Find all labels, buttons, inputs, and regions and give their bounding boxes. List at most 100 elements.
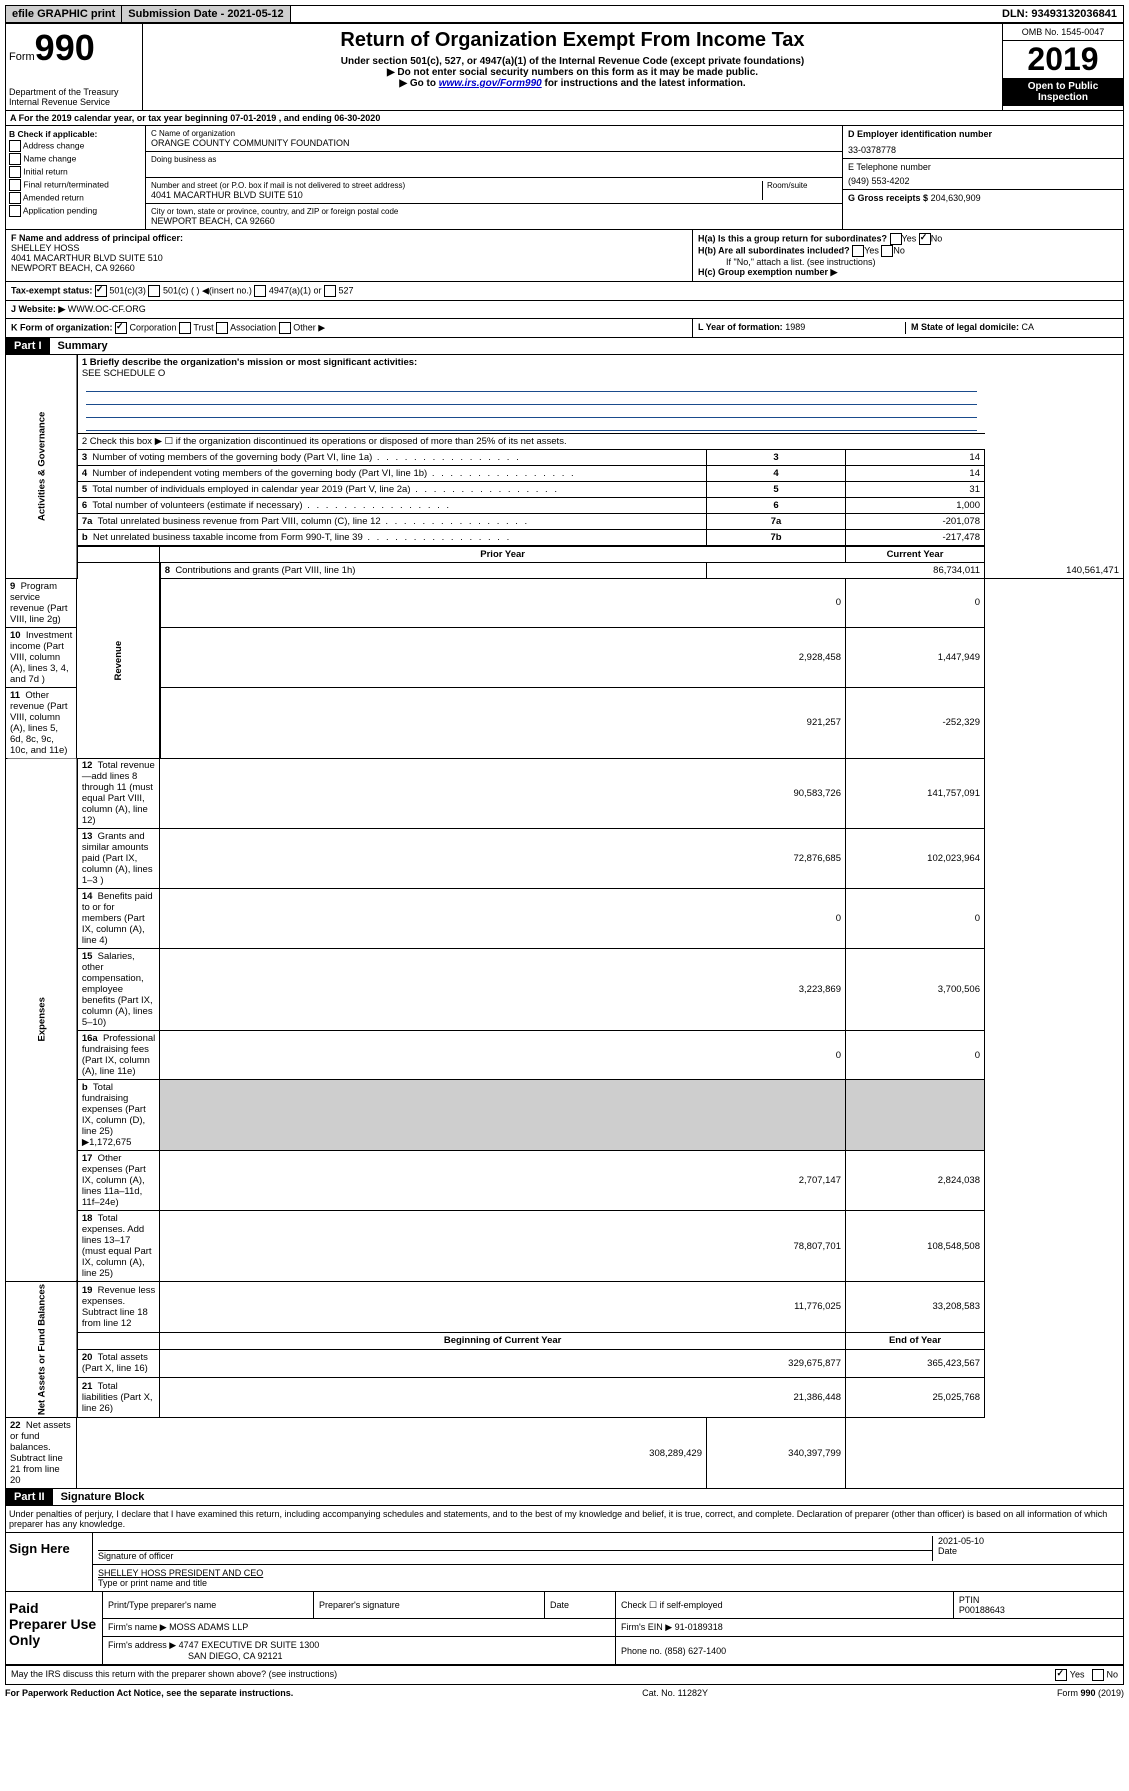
line-16a: 16a Professional fundraising fees (Part … (77, 1031, 160, 1080)
prep-date-label: Date (545, 1592, 616, 1619)
check-final[interactable]: Final return/terminated (9, 179, 142, 191)
footer-cat: Cat. No. 11282Y (642, 1688, 708, 1698)
h-b: H(b) Are all subordinates included? (698, 245, 850, 255)
discuss-no[interactable] (1092, 1669, 1104, 1681)
footer-form: Form 990 (2019) (1057, 1688, 1124, 1698)
check-4947[interactable] (254, 285, 266, 297)
prep-self-emp: Check ☐ if self-employed (616, 1592, 954, 1619)
website-label: J Website: ▶ (11, 304, 65, 314)
officer-print-name: SHELLEY HOSS PRESIDENT AND CEO (98, 1568, 1118, 1578)
line-17: 17 Other expenses (Part IX, column (A), … (77, 1151, 160, 1211)
side-governance: Activities & Governance (6, 355, 77, 578)
line-2: 2 Check this box ▶ ☐ if the organization… (77, 434, 985, 450)
firm-addr1: 4747 EXECUTIVE DR SUITE 1300 (179, 1640, 320, 1650)
instructions-link[interactable]: www.irs.gov/Form990 (439, 78, 542, 89)
check-other[interactable] (279, 322, 291, 334)
line-18: 18 Total expenses. Add lines 13–17 (must… (77, 1211, 160, 1282)
prep-sig-label: Preparer's signature (314, 1592, 545, 1619)
part-1-title: Summary (50, 338, 116, 354)
check-initial[interactable]: Initial return (9, 166, 142, 178)
line-20: 20 Total assets (Part X, line 16) (77, 1349, 160, 1377)
line-8: 8 Contributions and grants (Part VIII, l… (160, 563, 707, 579)
ptin-label: PTIN (959, 1595, 980, 1605)
info-grid: B Check if applicable: Address change Na… (5, 126, 1124, 230)
ptin-value: P00188643 (959, 1605, 1005, 1615)
firm-name: MOSS ADAMS LLP (169, 1622, 248, 1632)
city-label: City or town, state or province, country… (151, 207, 837, 216)
officer-name: SHELLEY HOSS (11, 243, 687, 253)
omb-number: OMB No. 1545-0047 (1003, 24, 1123, 41)
org-name-label: C Name of organization (151, 129, 837, 138)
org-name: ORANGE COUNTY COMMUNITY FOUNDATION (151, 138, 837, 148)
box-b: B Check if applicable: Address change Na… (6, 126, 146, 229)
check-trust[interactable] (179, 322, 191, 334)
col-prior: Prior Year (160, 546, 846, 563)
form-number-box: Form990 Department of the Treasury Inter… (6, 24, 143, 110)
part-2-header: Part II Signature Block (5, 1489, 1124, 1506)
year-form-label: L Year of formation: (698, 322, 783, 332)
line-3: 3 Number of voting members of the govern… (77, 450, 707, 466)
signature-label: Signature of officer (98, 1551, 932, 1561)
top-bar: efile GRAPHIC print Submission Date - 20… (5, 5, 1124, 24)
tax-status-label: Tax-exempt status: (11, 285, 92, 295)
line-15: 15 Salaries, other compensation, employe… (77, 949, 160, 1031)
part-1-badge: Part I (6, 338, 50, 354)
line-10: 10 Investment income (Part VIII, column … (6, 627, 77, 687)
check-amended[interactable]: Amended return (9, 192, 142, 204)
prep-name-label: Print/Type preparer's name (103, 1592, 314, 1619)
side-expenses: Expenses (6, 758, 77, 1282)
h-note: If "No," attach a list. (see instruction… (698, 257, 1118, 267)
col-beg: Beginning of Current Year (160, 1332, 846, 1349)
tax-year: 2019 (1003, 41, 1123, 78)
check-pending[interactable]: Application pending (9, 205, 142, 217)
year-form-value: 1989 (785, 322, 805, 332)
sign-date: 2021-05-10 (938, 1536, 1118, 1546)
officer-addr2: NEWPORT BEACH, CA 92660 (11, 263, 687, 273)
h-a: H(a) Is this a group return for subordin… (698, 233, 887, 243)
row-k-l-m: K Form of organization: Corporation Trus… (5, 319, 1124, 338)
side-revenue: Revenue (77, 563, 160, 759)
website-value[interactable]: WWW.OC-CF.ORG (68, 304, 146, 314)
line-13: 13 Grants and similar amounts paid (Part… (77, 829, 160, 889)
firm-phone-label: Phone no. (621, 1646, 662, 1656)
line-11: 11 Other revenue (Part VIII, column (A),… (6, 687, 77, 758)
mission-value: SEE SCHEDULE O (82, 368, 981, 379)
open-inspection: Open to Public Inspection (1003, 78, 1123, 106)
preparer-side: Paid Preparer Use Only (6, 1592, 103, 1664)
ein-label: D Employer identification number (848, 129, 1118, 139)
ssn-note: ▶ Do not enter social security numbers o… (146, 67, 999, 78)
instructions-note: ▶ Go to www.irs.gov/Form990 for instruct… (146, 78, 999, 89)
form-org-label: K Form of organization: (11, 322, 113, 332)
part-2-title: Signature Block (53, 1489, 153, 1505)
check-527[interactable] (324, 285, 336, 297)
line-9: 9 Program service revenue (Part VIII, li… (6, 578, 77, 627)
gross-value: 204,630,909 (931, 193, 981, 203)
submission-date: Submission Date - 2021-05-12 (122, 6, 290, 22)
firm-ein: 91-0189318 (675, 1622, 723, 1632)
officer-label: F Name and address of principal officer: (11, 233, 687, 243)
form-title: Return of Organization Exempt From Incom… (146, 29, 999, 52)
line-4: 4 Number of independent voting members o… (77, 466, 707, 482)
discuss-yes[interactable] (1055, 1669, 1067, 1681)
state-label: M State of legal domicile: (911, 322, 1019, 332)
check-501c[interactable] (148, 285, 160, 297)
discuss-question: May the IRS discuss this return with the… (11, 1669, 337, 1679)
check-assoc[interactable] (216, 322, 228, 334)
dln-number: DLN: 93493132036841 (996, 6, 1123, 22)
dba-label: Doing business as (151, 155, 837, 164)
box-c: C Name of organization ORANGE COUNTY COM… (146, 126, 843, 229)
gross-label: G Gross receipts $ (848, 193, 928, 203)
city-value: NEWPORT BEACH, CA 92660 (151, 216, 837, 226)
check-501c3[interactable] (95, 285, 107, 297)
check-address[interactable]: Address change (9, 140, 142, 152)
h-c: H(c) Group exemption number ▶ (698, 267, 1118, 278)
row-i-j: Tax-exempt status: 501(c)(3) 501(c) ( ) … (5, 282, 1124, 301)
efile-button[interactable]: efile GRAPHIC print (6, 6, 122, 22)
check-name[interactable]: Name change (9, 153, 142, 165)
perjury-text: Under penalties of perjury, I declare th… (5, 1506, 1124, 1533)
firm-addr2: SAN DIEGO, CA 92121 (188, 1651, 283, 1661)
street-address: 4041 MACARTHUR BLVD SUITE 510 (151, 190, 762, 200)
firm-phone: (858) 627-1400 (665, 1646, 727, 1656)
check-corp[interactable] (115, 322, 127, 334)
phone-label: E Telephone number (848, 162, 1118, 172)
